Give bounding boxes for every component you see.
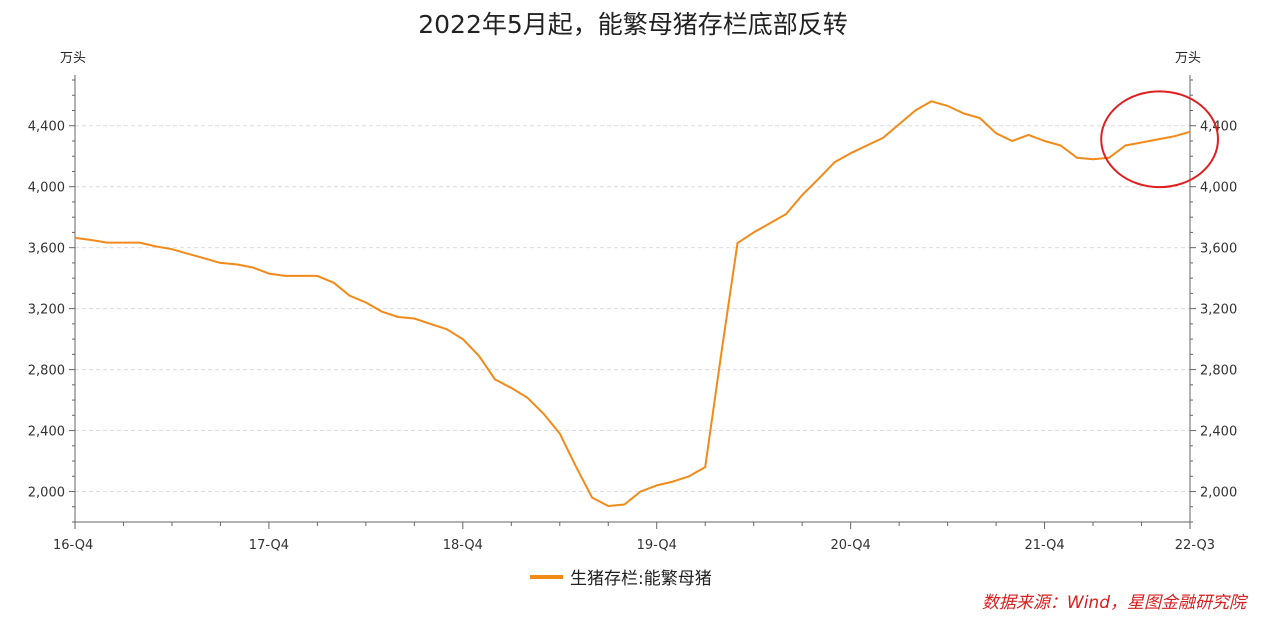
y-tick-label-right: 4,000 [1200,181,1237,196]
y-tick-label-right: 2,400 [1200,425,1237,440]
source-note: 数据来源：Wind，星图金融研究院 [982,593,1249,613]
legend: 生猪存栏:能繁母猪 [530,569,712,589]
y-tick-label-left: 2,000 [28,486,65,501]
series-line [74,100,1191,507]
gridlines [75,125,1190,493]
y-tick-label-right: 4,400 [1200,120,1237,135]
chart-title: 2022年5月起，能繁母猪存栏底部反转 [418,10,848,39]
y-tick-label-left: 2,800 [28,364,65,379]
x-tick-label: 16-Q4 [53,538,93,553]
x-tick-label: 19-Q4 [637,538,677,553]
x-tick-label: 17-Q4 [249,538,289,553]
y-tick-label-left: 3,600 [28,242,65,257]
axes: 2,000 2,000 2,400 2,400 2,800 2,800 3,200 3,200… [28,75,1237,553]
y-tick-label-left: 4,000 [28,181,65,196]
legend-label: 生猪存栏:能繁母猪 [570,569,712,589]
y-tick-label-left: 3,200 [28,303,65,318]
series-layer [74,100,1191,507]
y-unit-left: 万头 [60,51,86,66]
x-tick-label: 21-Q4 [1024,538,1064,553]
y-tick-label-right: 3,600 [1200,242,1237,257]
y-tick-label-left: 2,400 [28,425,65,440]
x-tick-label: 20-Q4 [831,538,871,553]
annotation-circle [1100,90,1219,189]
y-tick-label-right: 2,000 [1200,486,1237,501]
x-tick-label: 18-Q4 [443,538,483,553]
annotation-layer [1100,90,1219,189]
y-tick-label-right: 3,200 [1200,303,1237,318]
x-tick-label: 22-Q3 [1175,538,1215,553]
y-unit-right: 万头 [1175,51,1201,66]
y-tick-label-right: 2,800 [1200,364,1237,379]
y-tick-label-left: 4,400 [28,120,65,135]
